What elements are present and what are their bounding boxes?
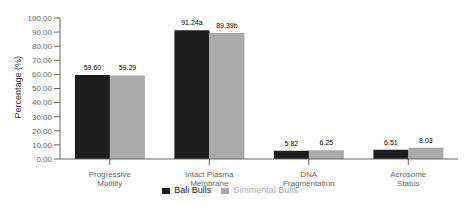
- svg-text:60.00: 60.00: [32, 70, 53, 79]
- svg-text:Intact PlasmaMembrane: Intact PlasmaMembrane: [185, 170, 234, 188]
- svg-text:Percentage (%): Percentage (%): [13, 56, 23, 119]
- svg-text:5.82: 5.82: [285, 140, 299, 147]
- html-text:Bali Bulls: Bali Bulls: [174, 185, 212, 195]
- svg-text:8.03: 8.03: [419, 137, 433, 144]
- svg-text:90.00: 90.00: [32, 28, 53, 37]
- svg-text:89.39b: 89.39b: [216, 22, 238, 29]
- svg-text:80.00: 80.00: [32, 42, 53, 51]
- html-text:Simmental Bulls: Simmental Bulls: [233, 185, 298, 195]
- svg-text:59.29: 59.29: [119, 64, 137, 71]
- svg-text:30.00: 30.00: [32, 113, 53, 122]
- svg-text:DNAFragmentation: DNAFragmentation: [283, 170, 335, 188]
- svg-text:0.00: 0.00: [36, 155, 52, 164]
- svg-text:70.00: 70.00: [32, 56, 53, 65]
- svg-text:59.60: 59.60: [84, 64, 102, 71]
- svg-text:50.00: 50.00: [32, 84, 53, 93]
- svg-text:6.51: 6.51: [384, 139, 398, 146]
- svg-text:20.00: 20.00: [32, 127, 53, 136]
- svg-text:100.00: 100.00: [28, 14, 53, 23]
- svg-text:AcrosomeStatus: AcrosomeStatus: [390, 170, 427, 188]
- svg-text:40.00: 40.00: [32, 98, 53, 107]
- svg-text:ProgressiveMotility: ProgressiveMotility: [89, 170, 132, 188]
- svg-text:10.00: 10.00: [32, 141, 53, 150]
- svg-text:6.25: 6.25: [320, 139, 334, 146]
- svg-text:91.24a: 91.24a: [181, 19, 203, 26]
